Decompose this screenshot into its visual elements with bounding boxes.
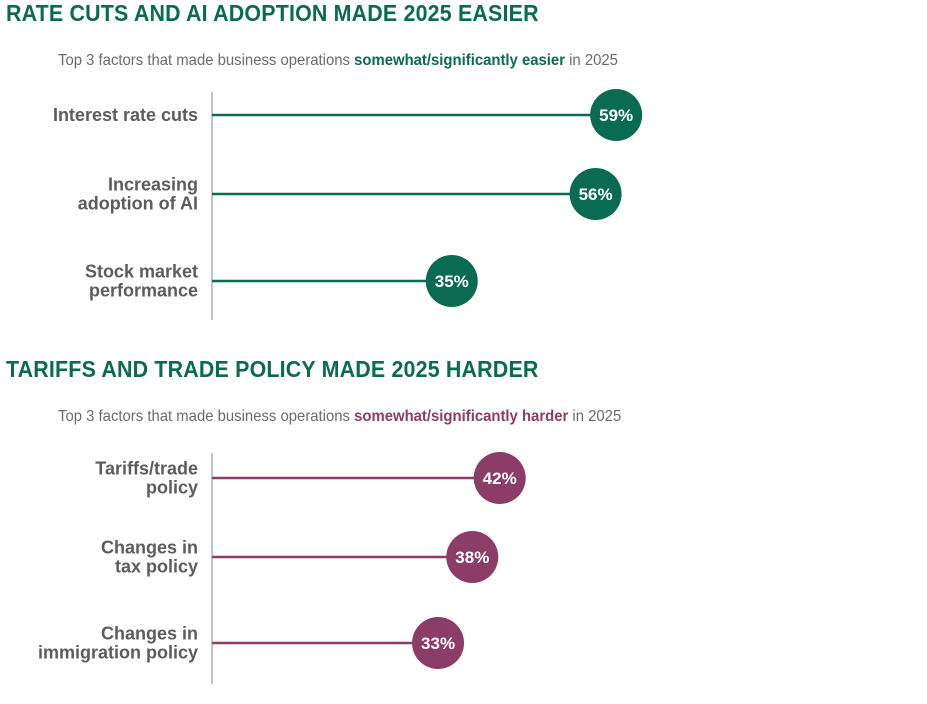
category-label: Increasing adoption of AI — [78, 175, 198, 214]
lollipop-dot — [569, 168, 622, 220]
subtitle-prefix: Top 3 factors that made business operati… — [58, 408, 355, 425]
category-label: Changes in tax policy — [101, 538, 198, 577]
value-label: 35% — [435, 272, 469, 291]
lollipop-chart-harder: 42% Tariffs/trade policy 38% Changes in tax p… — [38, 452, 526, 684]
category-label: Tariffs/trade policy — [95, 459, 198, 498]
subtitle-suffix: in 2025 — [568, 408, 622, 425]
category-label: Changes in immigration policy — [38, 624, 198, 663]
lollipop-dot — [446, 531, 499, 583]
lollipop-dot — [412, 617, 465, 669]
subtitle-highlight: somewhat/significantly harder — [354, 408, 569, 425]
value-label: 38% — [455, 548, 489, 567]
subtitle-suffix: in 2025 — [564, 52, 618, 69]
easier-section: RATE CUTS AND AI ADOPTION MADE 2025 EASI… — [0, 0, 927, 340]
value-label: 33% — [421, 634, 455, 653]
chart-title: TARIFFS AND TRADE POLICY MADE 2025 HARDE… — [6, 356, 539, 382]
chart-subtitle: Top 3 factors that made business operati… — [58, 52, 618, 70]
subtitle-highlight: somewhat/significantly easier — [354, 52, 565, 69]
subtitle-prefix: Top 3 factors that made business operati… — [58, 52, 355, 69]
category-label: Stock market performance — [85, 262, 198, 301]
lollipop-dot — [473, 452, 526, 504]
category-label: Interest rate cuts — [53, 105, 198, 125]
value-label: 42% — [483, 469, 517, 488]
harder-section: TARIFFS AND TRADE POLICY MADE 2025 HARDE… — [0, 356, 927, 704]
lollipop-dot — [425, 255, 478, 307]
value-label: 56% — [579, 185, 613, 204]
value-label: 59% — [599, 106, 633, 125]
chart-subtitle: Top 3 factors that made business operati… — [58, 408, 621, 426]
lollipop-dot — [590, 89, 643, 141]
lollipop-chart-easier: 59% Interest rate cuts 56% Increasing adopti… — [53, 89, 643, 320]
chart-title: RATE CUTS AND AI ADOPTION MADE 2025 EASI… — [6, 0, 539, 26]
